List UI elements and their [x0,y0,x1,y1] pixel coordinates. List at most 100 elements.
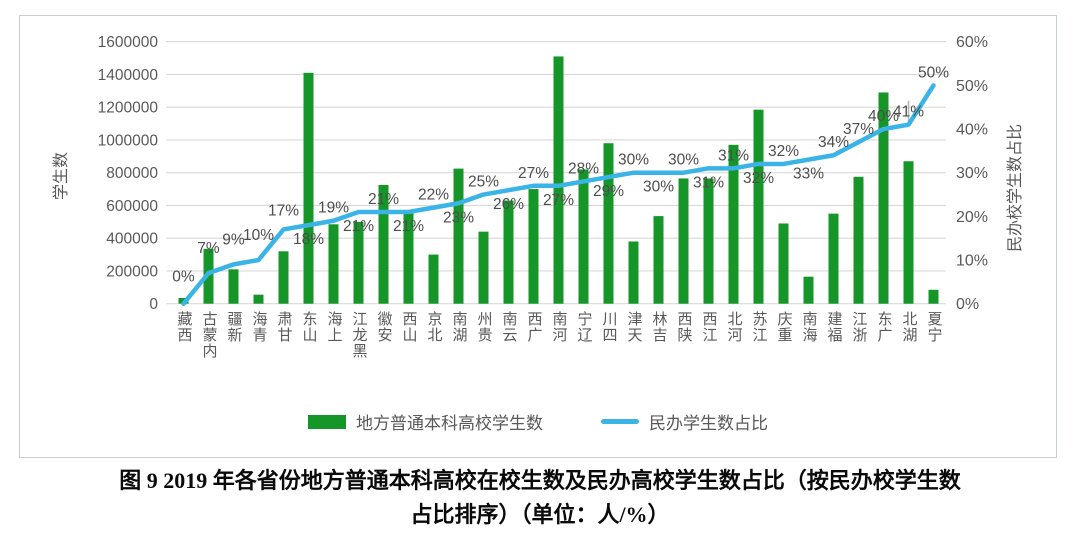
right-axis-title: 民办校学生数占比 [1007,123,1024,253]
percentage-line [181,83,936,306]
left-y-tick-label: 1200000 [98,100,159,117]
right-y-tick-label: 10% [956,253,988,270]
bar [253,294,264,304]
bar [278,251,289,304]
percent-data-label: 23% [443,209,474,226]
x-tick-label: 徽安 [375,311,393,343]
percent-data-label: 26% [493,196,524,213]
bar [828,213,839,304]
x-tick-label: 西江 [700,311,718,343]
bar [753,109,764,304]
left-y-tick-label: 800000 [106,165,158,182]
percent-data-label: 32% [768,143,799,160]
bar [453,168,464,304]
x-tick-label: 古蒙内 [200,311,218,359]
right-y-tick-label: 60% [956,34,988,51]
x-tick-label: 疆新 [225,311,243,343]
bar [928,289,939,304]
x-tick-label: 西广 [525,311,543,343]
chart-legend: 地方普通本科高校学生数 民办学生数占比 [20,409,1056,434]
bar-series-swatch [308,414,346,429]
legend-label-line-series: 民办学生数占比 [649,414,768,433]
bar [853,176,864,304]
percent-data-label: 40% [868,108,899,125]
x-tick-label: 南河 [550,311,568,343]
left-y-tick-label: 400000 [106,231,158,248]
left-y-tick-label: 1600000 [98,34,159,51]
right-y-tick-label: 20% [956,209,988,226]
caption-line-2: 占比排序）（单位：人/%） [410,502,670,527]
percent-data-label: 30% [668,152,699,169]
x-tick-label: 津天 [625,311,643,343]
bar [578,169,589,304]
percent-data-label: 25% [468,174,499,191]
x-tick-label: 肃甘 [275,311,293,343]
figure-caption: 图 9 2019 年各省份地方普通本科高校在校生数及民办高校学生数占比（按民办校… [0,464,1080,532]
x-tick-label: 京北 [425,311,443,343]
bar [528,189,539,304]
bar [428,254,439,304]
percent-data-label: 31% [718,147,749,164]
bar [778,223,789,304]
percent-data-label: 7% [197,240,220,257]
percent-data-label: 28% [568,160,599,177]
bar [403,211,414,304]
x-tick-label: 建福 [825,311,843,343]
x-tick-label: 南云 [500,311,518,343]
bar [353,221,364,304]
x-tick-label: 宁辽 [575,311,593,343]
chart-frame: 0 200000 400000 600000 800000 1000000 1200000 1… [19,15,1057,458]
bar [603,143,614,304]
x-tick-label: 江龙黑 [350,311,368,359]
bar [803,276,814,304]
bar [553,56,564,304]
bar [303,72,314,304]
legend-item-line-series: 民办学生数占比 [601,409,768,434]
x-tick-label: 北湖 [900,311,918,343]
bar [628,241,639,304]
left-y-tick-label: 600000 [106,198,158,215]
percent-data-label: 21% [368,191,399,208]
bar [478,231,489,304]
percent-data-label: 30% [643,179,674,196]
x-tick-label: 南海 [800,311,818,343]
left-y-tick-label: 1000000 [98,132,159,149]
percent-data-label: 37% [843,121,874,138]
percent-data-label: 29% [593,183,624,200]
x-tick-label: 东山 [300,311,318,343]
left-y-tick-label: 0 [149,296,158,313]
bar [328,224,339,304]
line-series-swatch [601,419,639,424]
x-tick-label: 东广 [875,311,893,343]
percent-data-label: 27% [518,165,549,182]
x-tick-label: 江浙 [850,311,868,343]
right-y-tick-label: 30% [956,165,988,182]
percent-data-label: 30% [618,152,649,169]
x-tick-label: 海青 [250,311,268,343]
left-axis-title: 学生数 [53,151,70,201]
x-tick-label: 南湖 [450,311,468,343]
legend-item-bar-series: 地方普通本科高校学生数 [308,409,543,434]
bar [678,178,689,304]
x-tick-label: 北河 [725,311,743,343]
x-tick-label: 藏西 [175,311,193,343]
x-tick-label: 西陕 [675,311,693,343]
bar [378,184,389,304]
x-tick-label: 夏宁 [925,311,943,343]
percent-data-label: 33% [793,166,824,183]
percent-data-label: 50% [918,64,949,81]
percent-data-label: 9% [222,231,245,248]
bar [228,269,239,304]
x-tick-label: 苏江 [750,311,768,343]
bar [903,161,914,304]
percent-data-label: 10% [243,227,274,244]
combo-chart: 0 200000 400000 600000 800000 1000000 1200000 1… [98,34,988,313]
caption-line-1: 图 9 2019 年各省份地方普通本科高校在校生数及民办高校学生数占比（按民办校… [119,468,961,493]
bar [503,200,514,304]
percent-data-label: 0% [172,269,195,286]
percent-data-label: 18% [293,231,324,248]
x-tick-label: 川四 [600,311,618,343]
x-tick-label: 西山 [400,311,418,343]
percent-data-label: 19% [318,200,349,217]
left-y-tick-label: 200000 [106,263,158,280]
